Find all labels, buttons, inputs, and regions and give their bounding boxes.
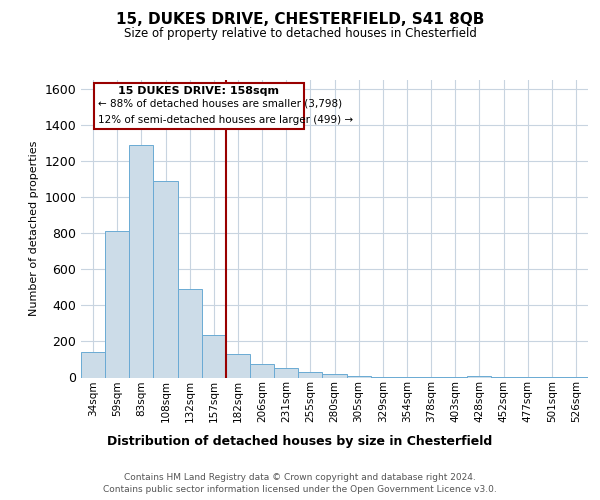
Text: Distribution of detached houses by size in Chesterfield: Distribution of detached houses by size … xyxy=(107,435,493,448)
Bar xyxy=(371,376,395,378)
Bar xyxy=(298,372,322,378)
Text: Contains HM Land Registry data © Crown copyright and database right 2024.: Contains HM Land Registry data © Crown c… xyxy=(124,472,476,482)
Text: 12% of semi-detached houses are larger (499) →: 12% of semi-detached houses are larger (… xyxy=(98,114,353,124)
FancyBboxPatch shape xyxy=(94,83,304,129)
Bar xyxy=(347,376,371,378)
Bar xyxy=(105,232,129,378)
Bar xyxy=(274,368,298,378)
Bar xyxy=(250,364,274,378)
Bar xyxy=(154,181,178,378)
Bar xyxy=(419,377,443,378)
Bar xyxy=(395,377,419,378)
Text: ← 88% of detached houses are smaller (3,798): ← 88% of detached houses are smaller (3,… xyxy=(98,98,342,108)
Bar xyxy=(467,376,491,378)
Text: 15, DUKES DRIVE, CHESTERFIELD, S41 8QB: 15, DUKES DRIVE, CHESTERFIELD, S41 8QB xyxy=(116,12,484,28)
Text: 15 DUKES DRIVE: 158sqm: 15 DUKES DRIVE: 158sqm xyxy=(118,86,280,96)
Bar xyxy=(202,335,226,378)
Text: Contains public sector information licensed under the Open Government Licence v3: Contains public sector information licen… xyxy=(103,485,497,494)
Text: Size of property relative to detached houses in Chesterfield: Size of property relative to detached ho… xyxy=(124,28,476,40)
Bar xyxy=(226,354,250,378)
Bar xyxy=(129,145,154,378)
Bar xyxy=(81,352,105,378)
Bar xyxy=(178,289,202,378)
Bar xyxy=(322,374,347,378)
Y-axis label: Number of detached properties: Number of detached properties xyxy=(29,141,39,316)
